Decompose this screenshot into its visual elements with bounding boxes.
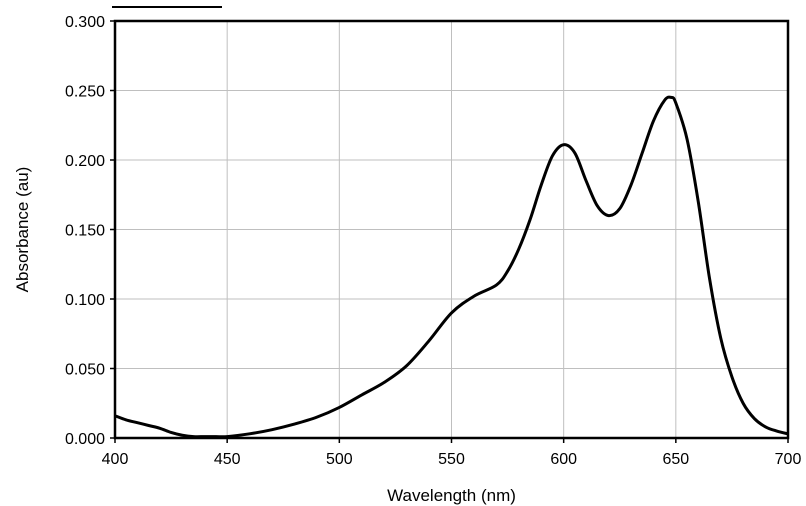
- y-axis-title: Absorbance (au): [13, 167, 32, 293]
- x-tick-label: 450: [214, 451, 241, 468]
- x-tick-label: 650: [662, 451, 689, 468]
- plot-frame: [112, 6, 790, 440]
- series-layer: [114, 95, 789, 439]
- y-tick-label: 0.000: [65, 431, 105, 448]
- y-tick-label: 0.300: [65, 14, 105, 31]
- x-tick-label: 600: [550, 451, 577, 468]
- axis-ticks: 400 450 500 550 600 650 700 0.000 0.050 0.100 0.15…: [65, 14, 801, 468]
- x-axis-title: Wavelength (nm): [387, 486, 516, 505]
- gridlines: [115, 21, 788, 438]
- y-tick-label: 0.200: [65, 153, 105, 170]
- absorbance-series-line: [114, 95, 789, 439]
- y-tick-label: 0.250: [65, 84, 105, 101]
- y-tick-label: 0.050: [65, 362, 105, 379]
- x-tick-label: 700: [775, 451, 802, 468]
- x-tick-label: 500: [326, 451, 353, 468]
- y-tick-label: 0.150: [65, 223, 105, 240]
- y-tick-label: 0.100: [65, 292, 105, 309]
- x-tick-label: 400: [102, 451, 129, 468]
- x-tick-label: 550: [438, 451, 465, 468]
